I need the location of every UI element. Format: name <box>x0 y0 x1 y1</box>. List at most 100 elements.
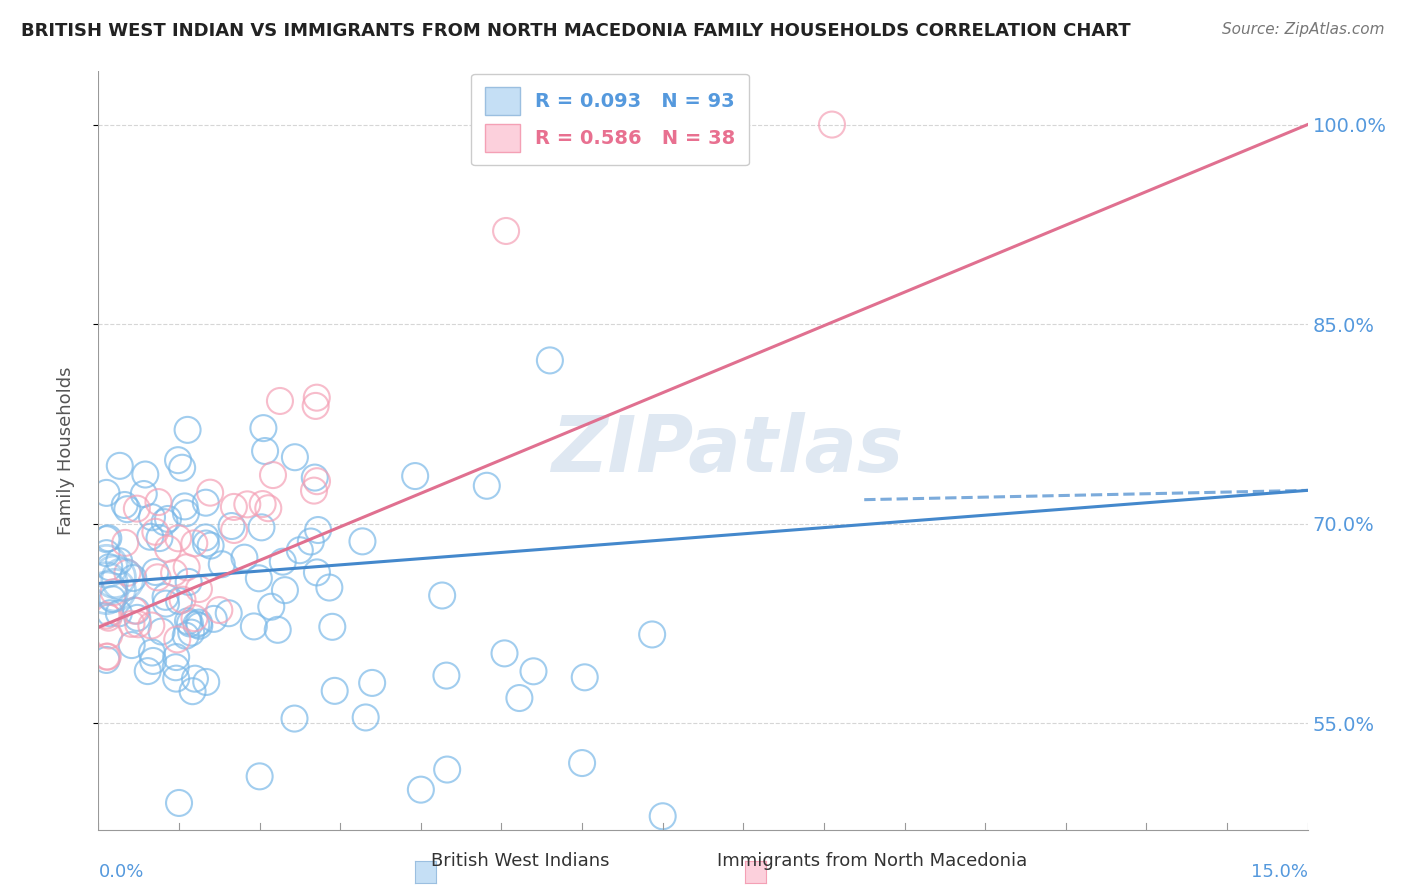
Text: 0.0%: 0.0% <box>98 863 143 880</box>
Point <box>174 629 197 643</box>
Point <box>186 617 208 632</box>
Point <box>271 555 294 569</box>
Point <box>98 560 121 574</box>
Point <box>494 646 516 660</box>
Point <box>176 423 198 437</box>
Point <box>211 558 233 572</box>
Point <box>821 118 844 132</box>
Point <box>188 619 211 633</box>
Point <box>117 566 139 580</box>
Point <box>114 536 136 550</box>
Point <box>323 684 346 698</box>
Point <box>132 487 155 501</box>
Point <box>250 520 273 534</box>
Point <box>233 550 256 565</box>
Point <box>96 559 118 574</box>
Point <box>284 450 307 465</box>
Point <box>97 649 120 664</box>
Point <box>141 618 163 632</box>
Point <box>124 604 146 618</box>
Point <box>166 632 188 647</box>
Point <box>187 582 209 596</box>
Point <box>179 616 201 631</box>
Point <box>97 611 120 625</box>
Text: 15.0%: 15.0% <box>1250 863 1308 880</box>
Point <box>252 497 274 511</box>
Point <box>436 668 458 682</box>
Point <box>475 479 498 493</box>
Point <box>302 483 325 498</box>
Point <box>202 612 225 626</box>
Point <box>103 583 125 598</box>
Point <box>125 604 148 618</box>
Point <box>165 650 187 665</box>
Y-axis label: Family Households: Family Households <box>56 367 75 534</box>
Text: ZIPatlas: ZIPatlas <box>551 412 903 489</box>
Point <box>96 576 118 591</box>
Point <box>167 453 190 467</box>
Point <box>243 619 266 633</box>
Point <box>125 501 148 516</box>
Point <box>252 421 274 435</box>
Point <box>574 670 596 684</box>
Point <box>148 531 170 545</box>
Text: Source: ZipAtlas.com: Source: ZipAtlas.com <box>1222 22 1385 37</box>
Point <box>260 599 283 614</box>
Point <box>430 589 453 603</box>
Point <box>150 624 173 639</box>
Point <box>208 603 231 617</box>
Point <box>122 571 145 585</box>
Point <box>114 498 136 512</box>
Point <box>139 530 162 544</box>
Point <box>141 646 163 660</box>
Point <box>321 620 343 634</box>
Point <box>96 486 118 500</box>
Point <box>156 512 179 526</box>
Point <box>97 531 120 545</box>
Point <box>249 769 271 783</box>
Point <box>103 570 125 584</box>
Point <box>247 571 270 585</box>
Point <box>305 391 328 405</box>
Point <box>194 530 217 544</box>
Point <box>96 586 118 600</box>
Point <box>136 664 159 678</box>
Point <box>508 691 530 706</box>
Point <box>167 594 190 608</box>
Point <box>103 585 125 599</box>
Point <box>188 615 211 630</box>
Point <box>305 474 328 488</box>
Point <box>172 592 194 607</box>
Point <box>218 606 240 620</box>
Point <box>183 536 205 550</box>
Point <box>352 534 374 549</box>
Point <box>288 543 311 558</box>
Point <box>274 583 297 598</box>
Point <box>181 684 204 698</box>
Point <box>167 796 190 810</box>
Point <box>257 501 280 516</box>
Point <box>96 546 118 560</box>
Point <box>221 519 243 533</box>
Point <box>436 763 458 777</box>
Point <box>108 607 131 621</box>
Point <box>354 710 377 724</box>
Point <box>165 672 187 686</box>
Point <box>174 506 197 520</box>
Point <box>155 597 177 611</box>
Point <box>224 523 246 537</box>
Point <box>108 458 131 473</box>
Text: British West Indians: British West Indians <box>432 852 609 870</box>
Point <box>96 608 118 623</box>
Point <box>172 460 194 475</box>
Point <box>200 539 222 553</box>
Point <box>262 468 284 483</box>
Point <box>222 500 245 514</box>
Point <box>194 496 217 510</box>
Point <box>571 756 593 770</box>
Point <box>404 469 426 483</box>
Point <box>134 467 156 482</box>
Point <box>269 394 291 409</box>
Point <box>153 515 176 529</box>
Point <box>522 665 544 679</box>
